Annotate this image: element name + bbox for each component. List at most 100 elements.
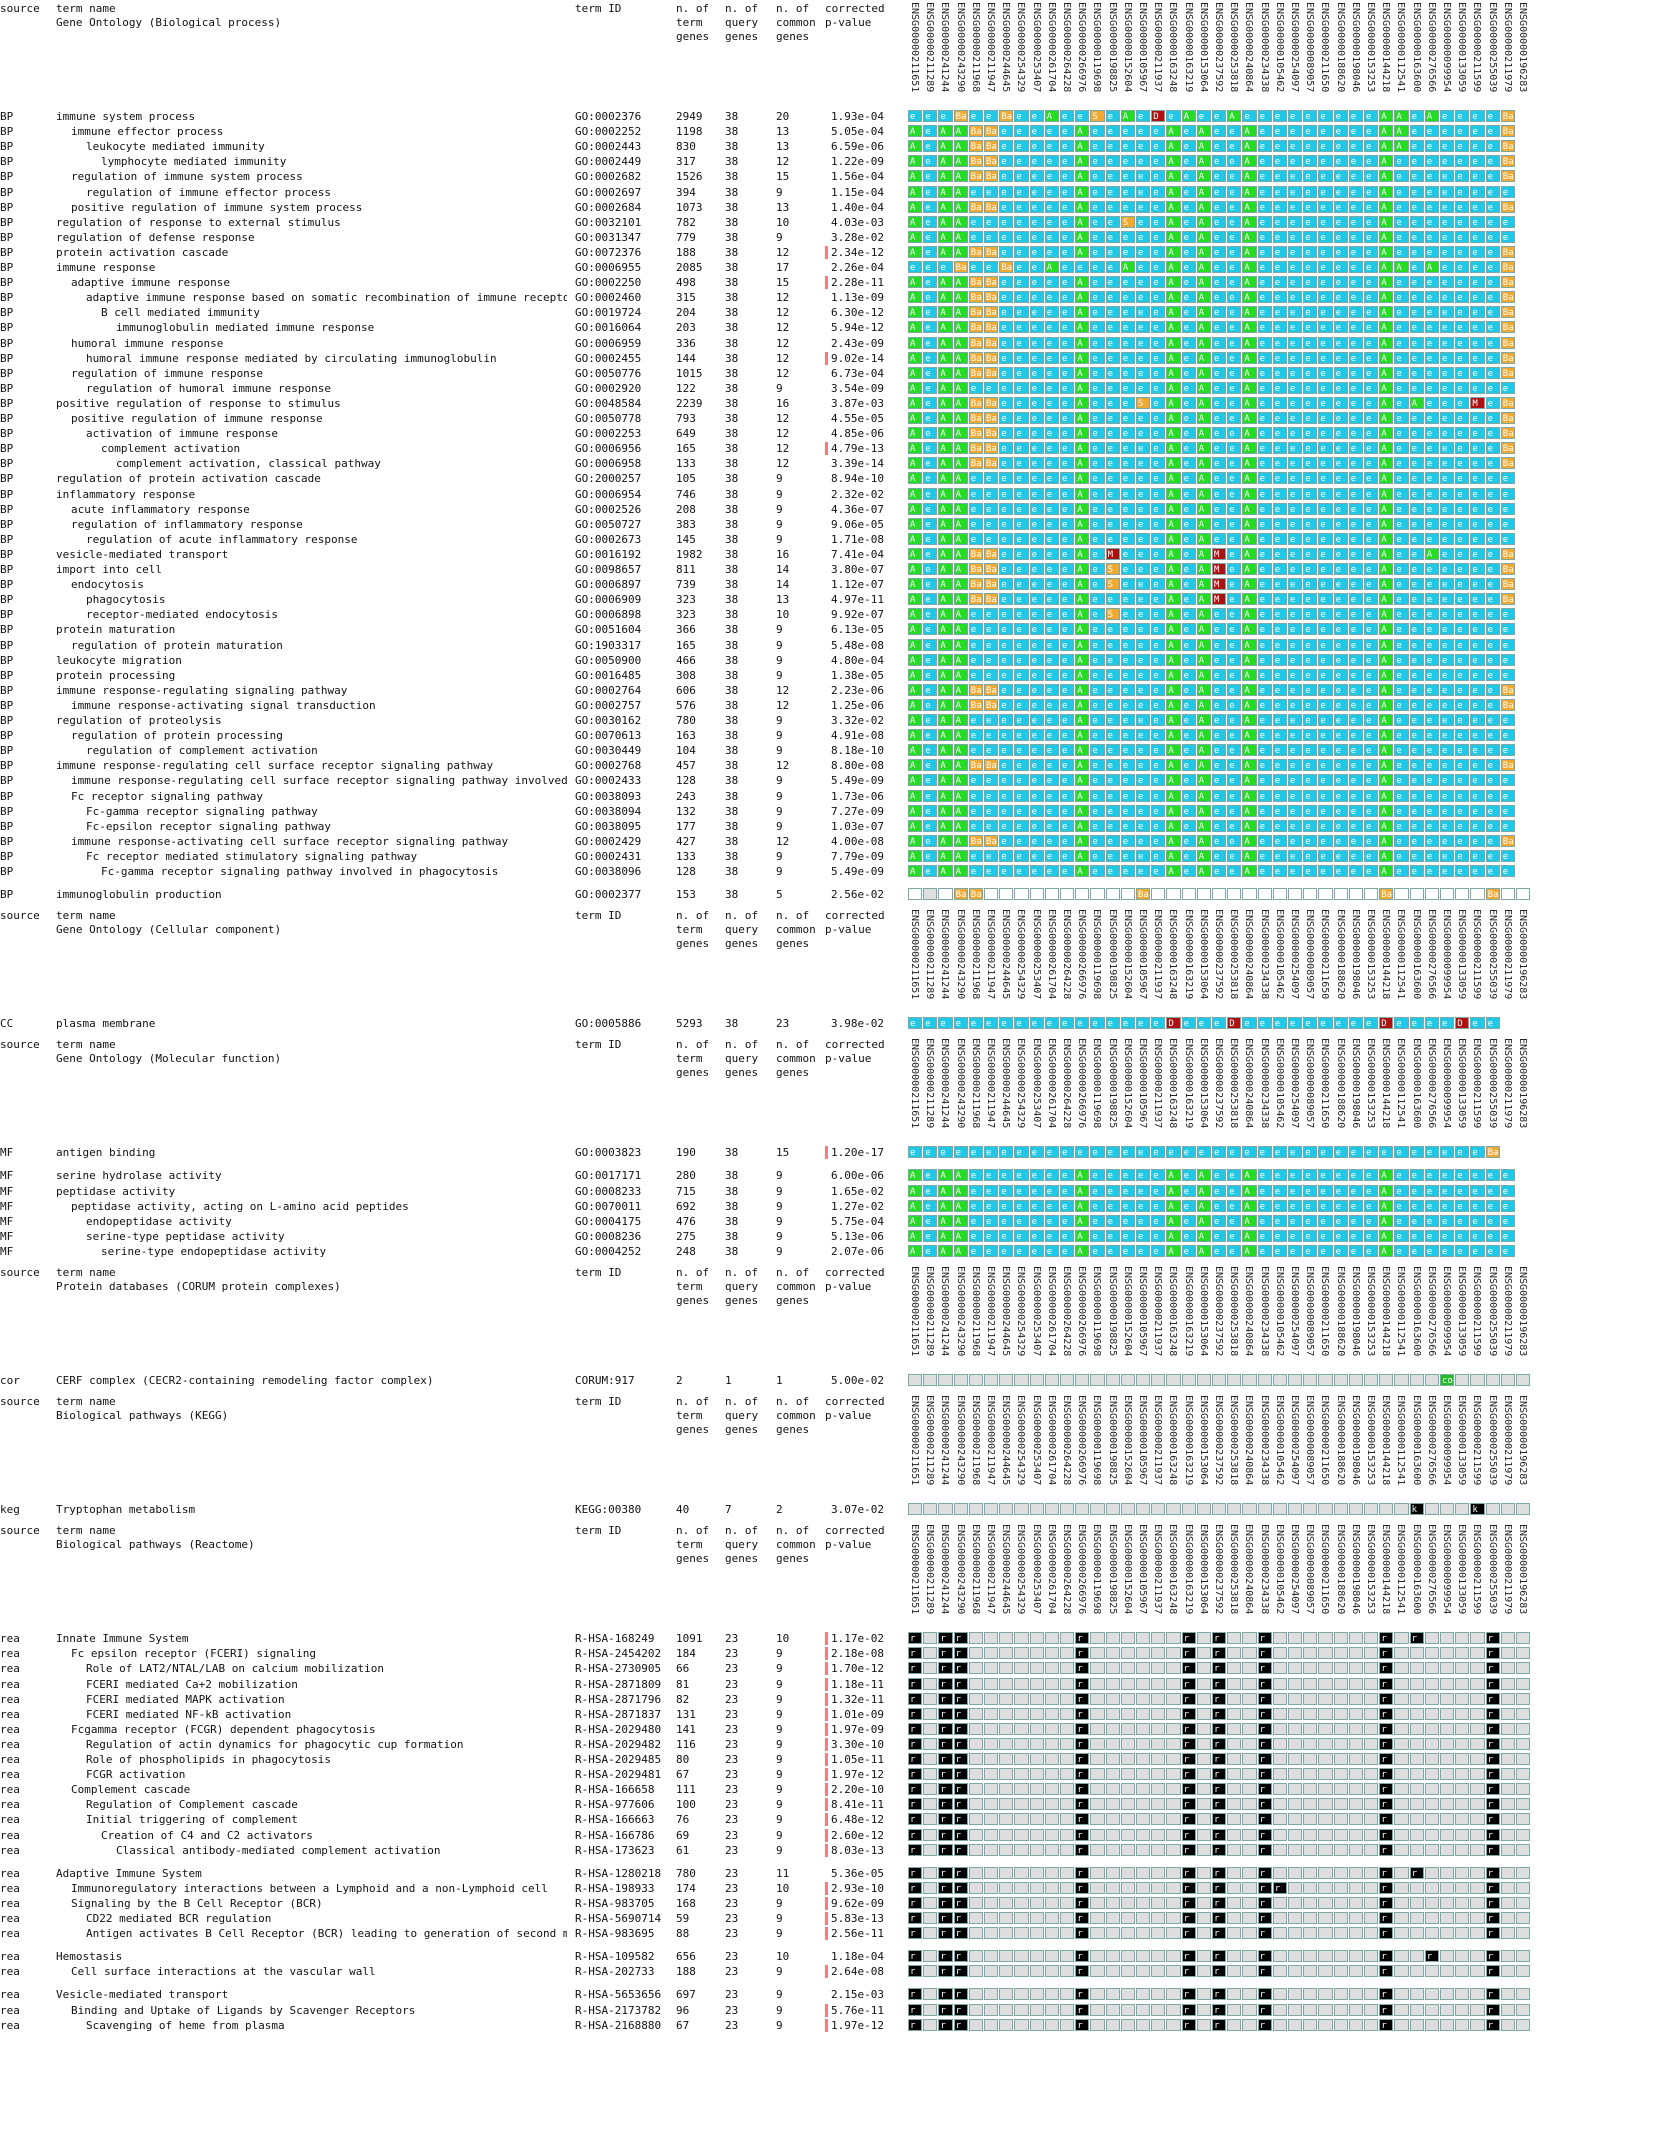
evidence-cell[interactable] — [1242, 1632, 1256, 1644]
evidence-cell[interactable]: e — [1394, 503, 1408, 515]
evidence-cell[interactable]: e — [1121, 306, 1135, 318]
evidence-cell[interactable] — [1090, 1678, 1104, 1690]
evidence-cell[interactable]: e — [1227, 231, 1241, 243]
evidence-cell[interactable]: A — [1166, 155, 1180, 167]
evidence-cell[interactable] — [1106, 1867, 1120, 1879]
evidence-cell[interactable]: e — [1425, 186, 1439, 198]
evidence-cell[interactable]: Ba — [969, 427, 983, 439]
evidence-cell[interactable]: A — [908, 865, 922, 877]
evidence-cell[interactable]: e — [1045, 140, 1059, 152]
evidence-cell[interactable]: e — [1410, 835, 1424, 847]
evidence-cell[interactable]: M — [1470, 397, 1484, 409]
evidence-cell[interactable]: e — [969, 790, 983, 802]
evidence-cell[interactable]: A — [1166, 412, 1180, 424]
evidence-cell[interactable]: e — [1090, 503, 1104, 515]
evidence-cell[interactable]: e — [1364, 774, 1378, 786]
evidence-cell[interactable] — [1090, 1662, 1104, 1674]
evidence-cell[interactable]: e — [1121, 231, 1135, 243]
evidence-cell[interactable]: r — [1486, 1897, 1500, 1909]
evidence-cell[interactable]: e — [1151, 231, 1165, 243]
evidence-cell[interactable] — [1410, 1693, 1424, 1705]
evidence-cell[interactable]: Ba — [1501, 412, 1515, 424]
evidence-cell[interactable] — [1060, 1829, 1074, 1841]
evidence-cell[interactable]: e — [1470, 684, 1484, 696]
evidence-cell[interactable] — [1060, 888, 1074, 900]
evidence-cell[interactable] — [1288, 1753, 1302, 1765]
evidence-cell[interactable]: A — [1197, 518, 1211, 530]
evidence-cell[interactable] — [969, 1678, 983, 1690]
evidence-cell[interactable] — [1425, 1783, 1439, 1795]
evidence-cell[interactable]: A — [908, 1200, 922, 1212]
evidence-cell[interactable]: e — [1273, 1017, 1287, 1029]
evidence-cell[interactable]: e — [1212, 533, 1226, 545]
evidence-cell[interactable]: e — [1288, 367, 1302, 379]
evidence-cell[interactable]: e — [1182, 140, 1196, 152]
evidence-cell[interactable]: e — [1486, 382, 1500, 394]
evidence-cell[interactable]: r — [938, 1844, 952, 1856]
evidence-cell[interactable]: r — [954, 2019, 968, 2031]
evidence-cell[interactable]: e — [1212, 790, 1226, 802]
evidence-cell[interactable] — [1470, 1882, 1484, 1894]
evidence-cell[interactable] — [1273, 1374, 1287, 1386]
evidence-cell[interactable]: A — [1242, 140, 1256, 152]
evidence-cell[interactable] — [1334, 1693, 1348, 1705]
evidence-cell[interactable]: e — [1045, 850, 1059, 862]
evidence-cell[interactable] — [1455, 888, 1469, 900]
evidence-cell[interactable]: Ba — [984, 125, 998, 137]
evidence-cell[interactable]: A — [938, 442, 952, 454]
evidence-cell[interactable]: A — [938, 291, 952, 303]
evidence-cell[interactable] — [1470, 1897, 1484, 1909]
evidence-cell[interactable]: e — [1394, 1200, 1408, 1212]
evidence-cell[interactable]: A — [1166, 578, 1180, 590]
evidence-cell[interactable]: e — [1440, 669, 1454, 681]
evidence-cell[interactable]: e — [1060, 699, 1074, 711]
evidence-cell[interactable]: A — [1075, 518, 1089, 530]
evidence-cell[interactable]: A — [938, 216, 952, 228]
evidence-cell[interactable]: e — [1090, 155, 1104, 167]
evidence-cell[interactable]: e — [1182, 563, 1196, 575]
evidence-cell[interactable]: e — [1394, 774, 1408, 786]
evidence-cell[interactable]: e — [1151, 759, 1165, 771]
evidence-cell[interactable]: e — [1486, 1169, 1500, 1181]
evidence-cell[interactable]: e — [1090, 321, 1104, 333]
evidence-cell[interactable]: e — [1227, 518, 1241, 530]
evidence-cell[interactable] — [1486, 1503, 1500, 1515]
evidence-cell[interactable]: e — [1273, 578, 1287, 590]
evidence-cell[interactable] — [1212, 888, 1226, 900]
evidence-cell[interactable]: r — [1258, 1950, 1272, 1962]
evidence-cell[interactable]: e — [1349, 1185, 1363, 1197]
evidence-cell[interactable] — [969, 1503, 983, 1515]
evidence-cell[interactable]: e — [1410, 850, 1424, 862]
evidence-cell[interactable]: e — [999, 805, 1013, 817]
evidence-cell[interactable]: e — [1410, 1185, 1424, 1197]
evidence-cell[interactable]: e — [1121, 503, 1135, 515]
evidence-cell[interactable]: e — [1060, 714, 1074, 726]
evidence-cell[interactable]: r — [1212, 1662, 1226, 1674]
evidence-cell[interactable]: Ba — [969, 276, 983, 288]
evidence-cell[interactable]: e — [923, 291, 937, 303]
evidence-cell[interactable] — [1288, 1897, 1302, 1909]
evidence-cell[interactable]: r — [1258, 1647, 1272, 1659]
evidence-cell[interactable]: e — [1364, 518, 1378, 530]
evidence-cell[interactable] — [1470, 1927, 1484, 1939]
evidence-cell[interactable] — [1227, 1897, 1241, 1909]
evidence-cell[interactable] — [1410, 1813, 1424, 1825]
evidence-cell[interactable] — [1227, 2004, 1241, 2016]
evidence-cell[interactable]: A — [1075, 442, 1089, 454]
evidence-cell[interactable] — [1318, 1965, 1332, 1977]
evidence-cell[interactable] — [1106, 1768, 1120, 1780]
evidence-cell[interactable] — [1151, 1988, 1165, 2000]
evidence-cell[interactable]: e — [1440, 306, 1454, 318]
evidence-cell[interactable]: e — [984, 820, 998, 832]
evidence-cell[interactable] — [1273, 1723, 1287, 1735]
evidence-cell[interactable]: A — [1166, 321, 1180, 333]
evidence-cell[interactable]: e — [1151, 850, 1165, 862]
evidence-cell[interactable] — [969, 2004, 983, 2016]
evidence-cell[interactable]: e — [1486, 639, 1500, 651]
evidence-cell[interactable]: S — [1090, 110, 1104, 122]
evidence-cell[interactable]: e — [1045, 201, 1059, 213]
evidence-cell[interactable]: e — [1273, 110, 1287, 122]
evidence-cell[interactable]: e — [1364, 865, 1378, 877]
evidence-cell[interactable]: e — [1455, 382, 1469, 394]
evidence-cell[interactable]: e — [1486, 1245, 1500, 1257]
